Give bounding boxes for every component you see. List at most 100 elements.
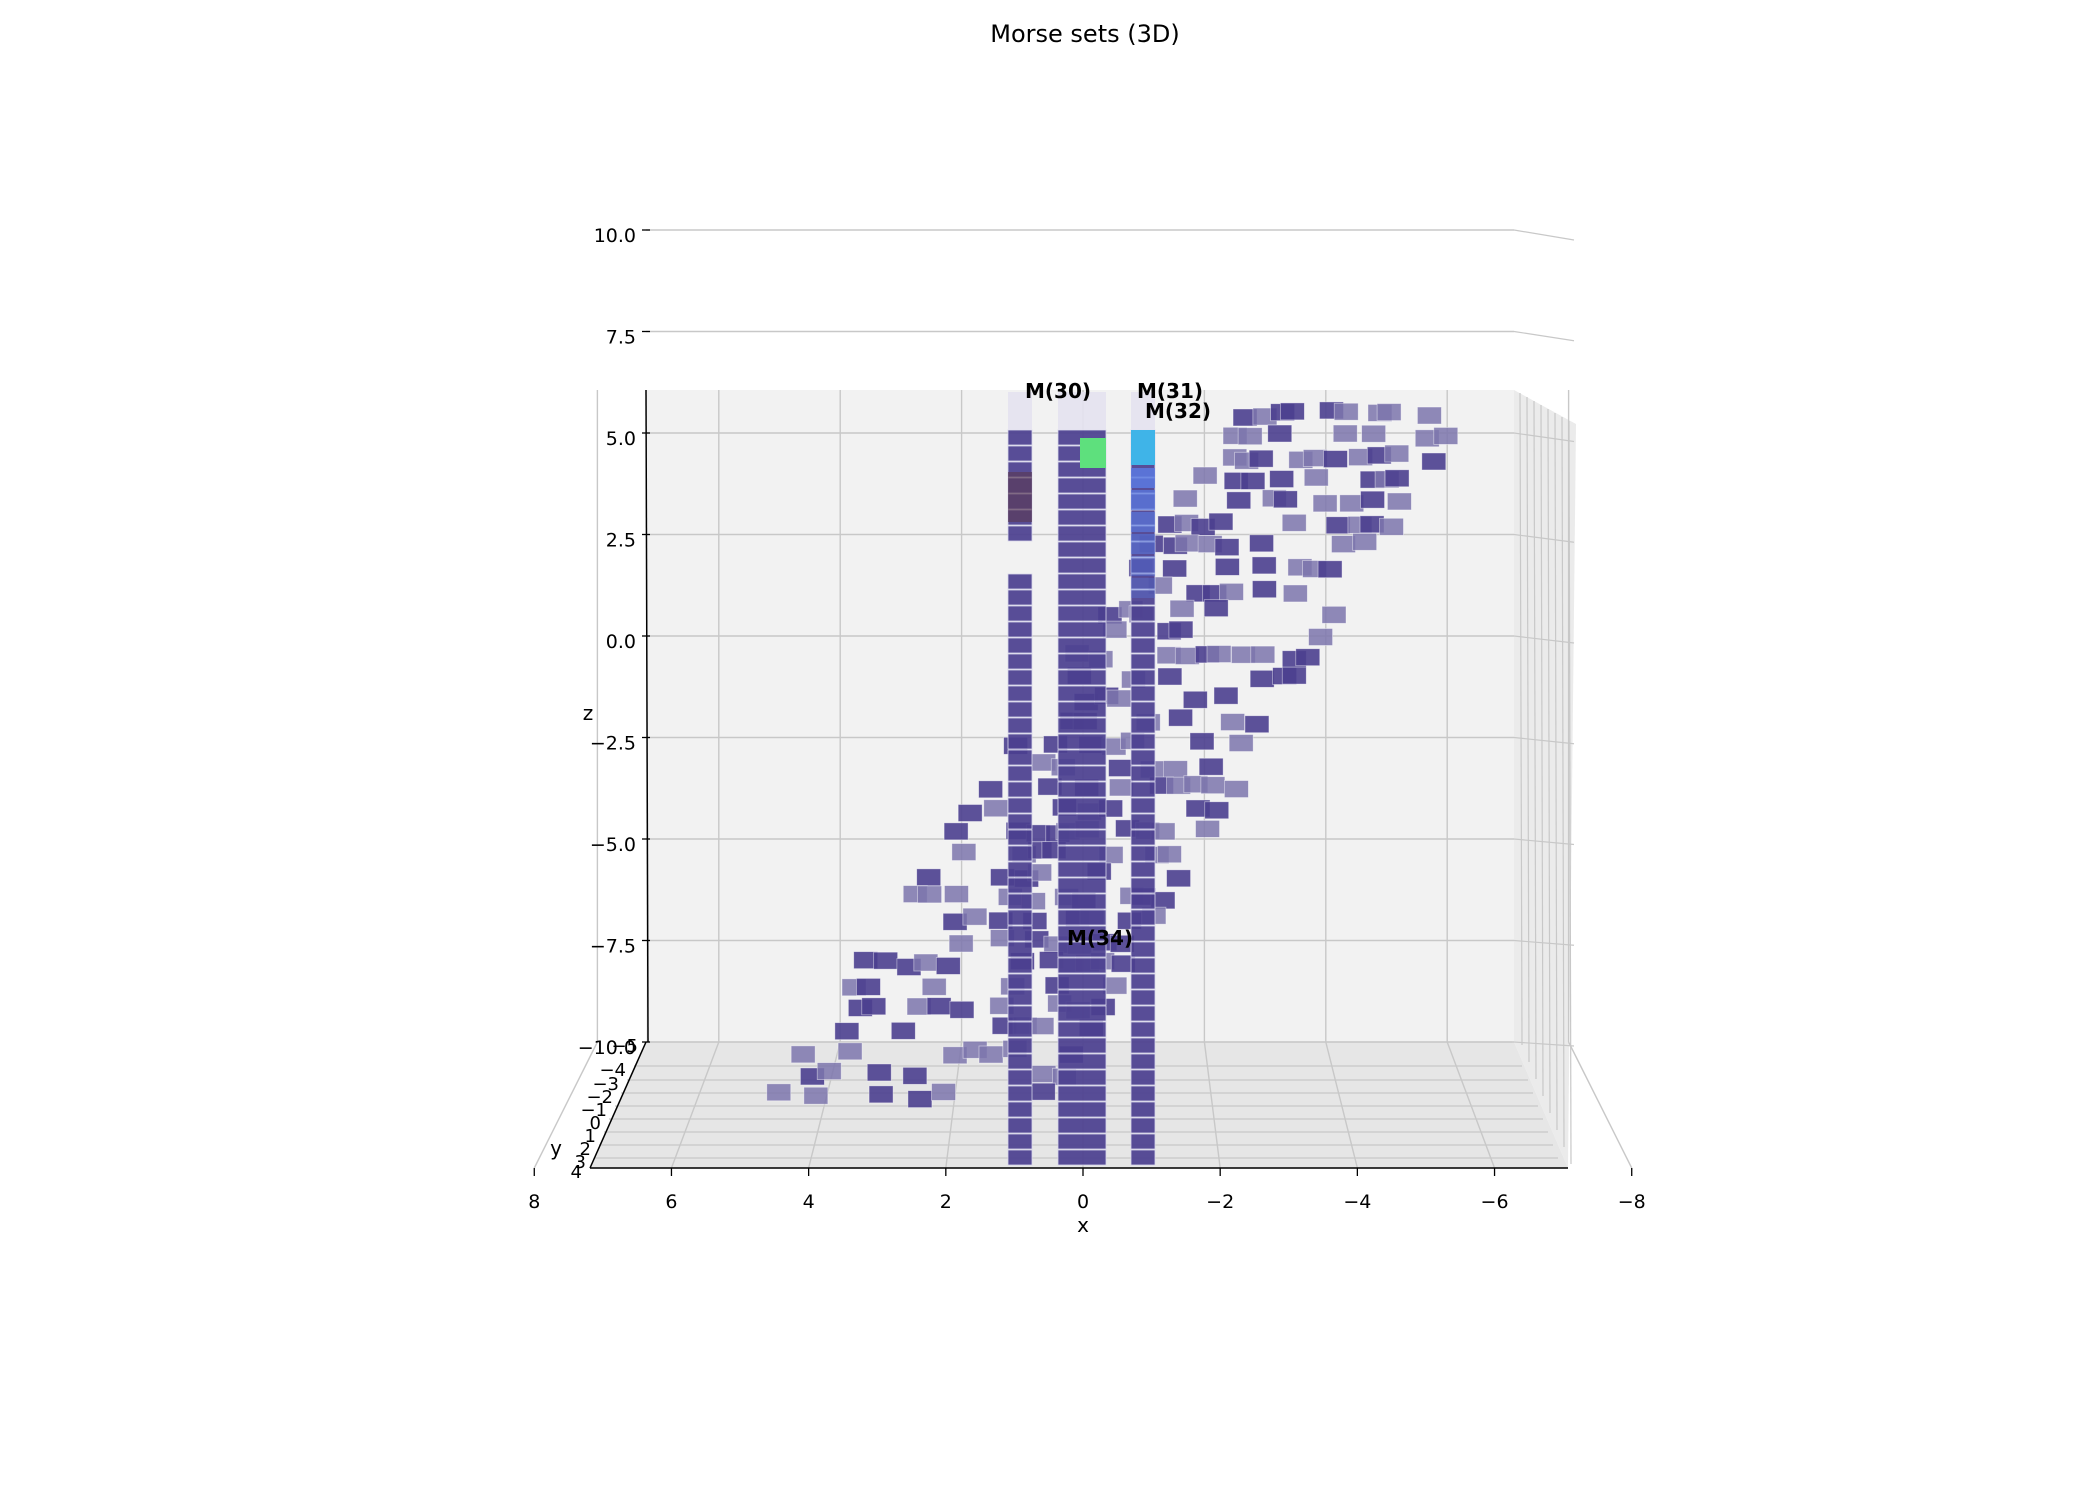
morse-box <box>803 1086 829 1105</box>
x-tick-label: −6 <box>1481 1191 1509 1213</box>
morse-column-box <box>1130 605 1156 622</box>
morse-column-box <box>1057 989 1107 1006</box>
floor-grid-line <box>1325 1041 1359 1169</box>
morse-column-box <box>1057 605 1107 622</box>
morse-column-box <box>1057 813 1107 830</box>
z-axis-line <box>645 389 649 1043</box>
z-tick-label: −7.5 <box>590 936 636 958</box>
morse-column-box <box>1057 781 1107 798</box>
morse-column-box <box>1057 701 1107 718</box>
side-grid-line <box>1513 229 1575 241</box>
morse-box <box>1303 468 1329 487</box>
morse-column-box <box>1057 669 1107 686</box>
column-cap <box>1058 392 1106 430</box>
morse-column-box <box>1057 1149 1107 1166</box>
morse-column-box <box>1130 1069 1156 1086</box>
morse-box <box>944 885 969 903</box>
morse-box <box>1108 759 1133 777</box>
morse-box <box>1189 732 1215 751</box>
morse-column-box <box>1130 925 1156 942</box>
morse-set-label: M(32) <box>1145 399 1211 423</box>
morse-column-box <box>1130 701 1156 718</box>
morse-box <box>902 1066 928 1085</box>
morse-column-box <box>1007 1085 1033 1102</box>
side-grid-line-v <box>1568 420 1572 1165</box>
morse-box <box>1273 490 1298 509</box>
morse-column-box <box>1007 909 1033 926</box>
morse-column-box <box>1057 845 1107 862</box>
morse-column-box <box>1057 621 1107 638</box>
side-grid-line-v <box>1526 396 1530 1063</box>
highlight-blue-box <box>1131 512 1155 532</box>
morse-column-box <box>1007 1037 1033 1054</box>
x-tick-label: 4 <box>803 1191 815 1213</box>
morse-column-box <box>1057 653 1107 670</box>
morse-column-box <box>1130 1149 1156 1166</box>
morse-column-box <box>1057 941 1107 958</box>
morse-column-box <box>1057 957 1107 974</box>
axes: 8 6 4 2 0 −2 −4 −6 −810.07.55.02.50.0−2.5−5.0−7.… <box>528 225 1646 1213</box>
morse-box <box>1102 976 1128 995</box>
morse-column-box <box>1007 749 1033 766</box>
morse-box <box>1249 534 1274 553</box>
morse-column-box <box>1007 445 1033 462</box>
morse-column-box <box>1007 941 1033 958</box>
morse-box <box>1172 489 1198 508</box>
morse-box <box>1168 620 1194 639</box>
morse-column-box <box>1007 1005 1033 1022</box>
morse-column-box <box>1007 685 1033 702</box>
z-tick-label: 5.0 <box>606 428 636 450</box>
morse-column-box <box>1007 429 1033 446</box>
morse-box <box>1166 869 1191 888</box>
morse-column-box <box>1057 1037 1107 1054</box>
highlight-blue-box <box>1131 578 1155 598</box>
morse-column-box <box>1007 1069 1033 1086</box>
highlight-blue-box <box>1131 556 1155 576</box>
morse-box <box>948 934 974 953</box>
morse-column-box <box>1007 589 1033 606</box>
floor-grid-line <box>670 1041 720 1169</box>
side-grid-line-v <box>1519 392 1523 1046</box>
morse-column-box <box>1130 813 1156 830</box>
morse-box <box>868 1085 894 1104</box>
morse-box <box>983 799 1009 818</box>
morse-box <box>1102 620 1128 639</box>
morse-box <box>1384 444 1410 463</box>
side-grid-line <box>1513 838 1575 846</box>
morse-column-box <box>1130 669 1156 686</box>
highlight-blue-box <box>1131 468 1155 488</box>
morse-box <box>1106 689 1132 708</box>
morse-box <box>1195 820 1220 838</box>
morse-box <box>1163 760 1188 779</box>
morse-column-box <box>1057 1053 1107 1070</box>
morse-box <box>816 1062 842 1080</box>
morse-column-box <box>1130 653 1156 670</box>
morse-column-box <box>1057 1021 1107 1038</box>
morse-box <box>913 953 939 972</box>
morse-column-box <box>1057 749 1107 766</box>
morse-column-box <box>1057 493 1107 510</box>
z-axis-label: z <box>583 701 594 725</box>
morse-box <box>1226 491 1252 510</box>
morse-box <box>951 843 977 861</box>
morse-box <box>1192 466 1218 485</box>
morse-column-box <box>1057 861 1107 878</box>
morse-column-box <box>1130 1085 1156 1102</box>
morse-box <box>907 1090 933 1108</box>
morse-column-box <box>1130 973 1156 990</box>
chart-title: Morse sets (3D) <box>990 20 1179 48</box>
y-tick-label: −5 <box>611 1036 638 1057</box>
morse-column-box <box>1057 893 1107 910</box>
morse-column-box <box>1007 669 1033 686</box>
morse-column-box <box>1007 861 1033 878</box>
morse-column-box <box>1130 797 1156 814</box>
x-tick-label: 0 <box>1077 1191 1089 1213</box>
morse-box <box>1168 708 1193 727</box>
morse-box <box>1387 492 1412 511</box>
column-cap <box>1008 392 1032 430</box>
morse-column-box <box>1130 637 1156 654</box>
morse-box <box>1281 513 1307 532</box>
morse-column-box <box>1007 797 1033 814</box>
morse-box <box>935 957 961 975</box>
